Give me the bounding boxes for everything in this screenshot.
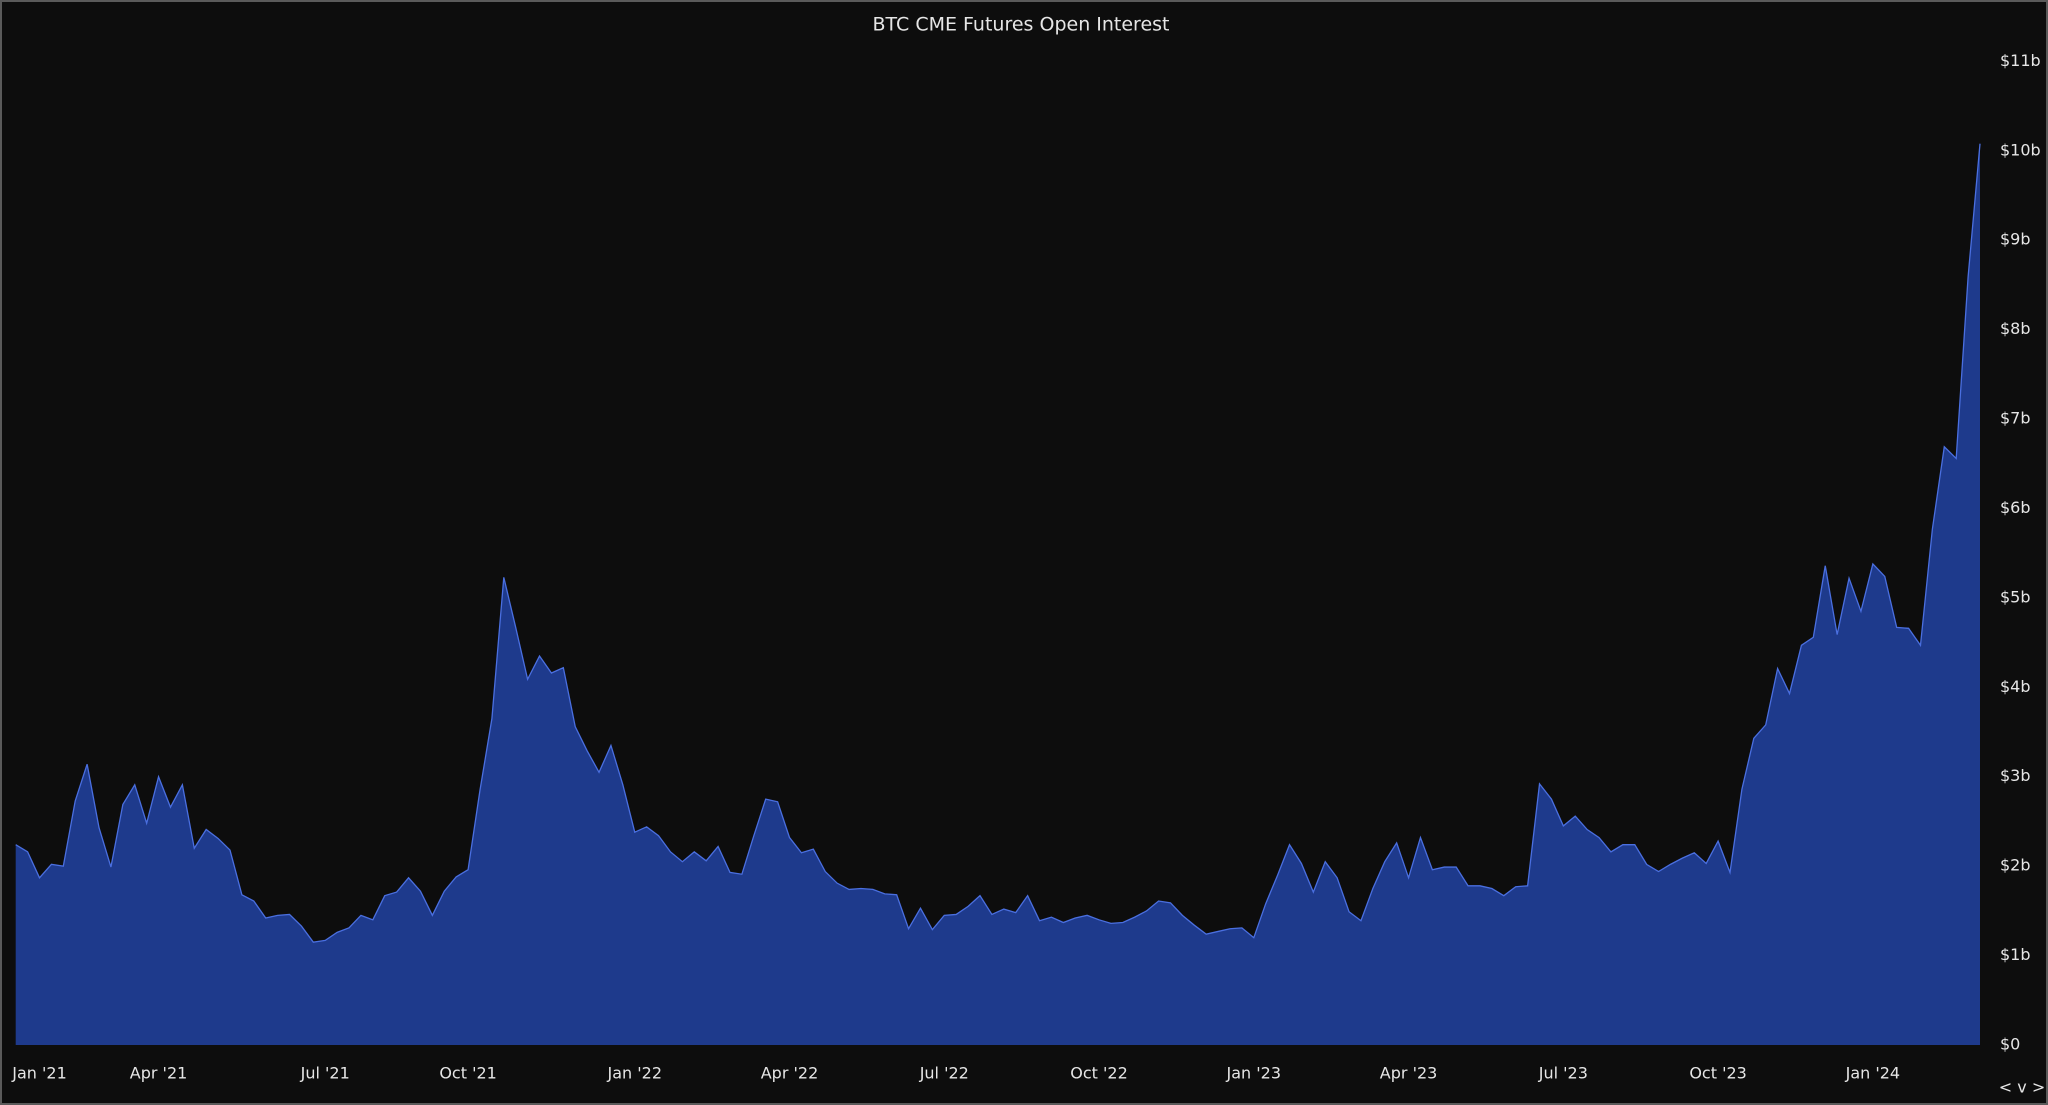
x-tick-label: Oct '23 (1689, 1064, 1747, 1083)
x-tick-label: Jul '23 (1538, 1064, 1588, 1083)
x-tick-label: Jan '21 (11, 1064, 67, 1083)
y-tick-label: $3b (2000, 766, 2031, 785)
y-tick-label: $1b (2000, 945, 2031, 964)
x-tick-label: Oct '22 (1070, 1064, 1128, 1083)
x-tick-label: Apr '22 (761, 1064, 819, 1083)
x-tick-label: Jan '22 (606, 1064, 662, 1083)
y-tick-label: $5b (2000, 587, 2031, 606)
navigator-controls[interactable]: < v > (1999, 1078, 2045, 1097)
y-tick-label: $9b (2000, 230, 2031, 249)
y-tick-label: $2b (2000, 856, 2031, 875)
area-line (15, 143, 1981, 943)
y-tick-label: $11b (2000, 51, 2041, 70)
x-tick-label: Jul '21 (300, 1064, 350, 1083)
x-tick-label: Oct '21 (439, 1064, 497, 1083)
y-tick-label: $8b (2000, 319, 2031, 338)
x-tick-label: Jul '22 (919, 1064, 969, 1083)
x-tick-label: Jan '23 (1226, 1064, 1282, 1083)
x-tick-label: Jan '24 (1845, 1064, 1901, 1083)
area (15, 143, 1981, 1045)
y-tick-label: $0 (2000, 1035, 2020, 1054)
chart-title: BTC CME Futures Open Interest (873, 14, 1170, 36)
y-tick-label: $7b (2000, 409, 2031, 428)
x-tick-label: Apr '23 (1380, 1064, 1438, 1083)
y-tick-label: $10b (2000, 140, 2041, 159)
y-tick-label: $6b (2000, 498, 2031, 517)
y-tick-label: $4b (2000, 677, 2031, 696)
x-tick-label: Apr '21 (130, 1064, 188, 1083)
